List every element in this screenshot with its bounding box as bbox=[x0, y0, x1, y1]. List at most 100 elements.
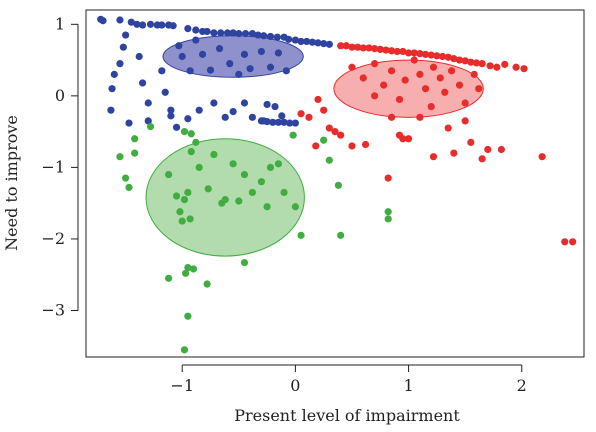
y-tick-label: −3 bbox=[41, 300, 65, 319]
data-point-series-1 bbox=[240, 99, 249, 107]
data-point-series-1 bbox=[186, 67, 194, 75]
data-point-series-2 bbox=[416, 113, 424, 121]
data-point-series-1 bbox=[273, 33, 281, 41]
data-point-series-2 bbox=[478, 60, 486, 68]
cluster-ellipse-2 bbox=[333, 59, 484, 118]
data-point-series-1 bbox=[240, 50, 249, 58]
data-point-series-1 bbox=[133, 20, 141, 28]
data-point-series-2 bbox=[561, 238, 569, 246]
data-point-series-3 bbox=[334, 181, 342, 189]
y-tick-label: −1 bbox=[41, 157, 65, 176]
data-point-series-1 bbox=[184, 25, 192, 33]
x-axis-label: Present level of impairment bbox=[234, 406, 460, 425]
data-point-series-2 bbox=[436, 74, 444, 82]
data-point-series-2 bbox=[461, 57, 469, 65]
data-point-series-3 bbox=[187, 148, 195, 156]
data-point-series-1 bbox=[229, 107, 237, 116]
data-point-series-1 bbox=[263, 118, 271, 126]
data-point-series-1 bbox=[241, 30, 250, 38]
data-point-series-1 bbox=[110, 70, 118, 78]
data-point-series-3 bbox=[122, 174, 130, 182]
data-point-series-1 bbox=[144, 99, 152, 107]
data-point-series-1 bbox=[184, 115, 192, 123]
data-point-series-1 bbox=[278, 112, 286, 120]
data-point-series-2 bbox=[421, 85, 430, 93]
y-axis-label: Need to improve bbox=[2, 115, 21, 251]
data-point-series-3 bbox=[248, 188, 256, 197]
data-point-series-3 bbox=[229, 160, 237, 168]
data-point-series-2 bbox=[444, 124, 452, 132]
data-point-series-2 bbox=[404, 135, 413, 143]
data-point-series-2 bbox=[387, 47, 396, 55]
data-point-series-2 bbox=[501, 60, 509, 68]
data-point-series-3 bbox=[125, 183, 133, 192]
data-point-series-1 bbox=[257, 117, 266, 125]
data-point-series-2 bbox=[314, 95, 322, 104]
data-point-series-2 bbox=[320, 106, 328, 114]
data-point-series-1 bbox=[325, 40, 333, 48]
data-point-series-2 bbox=[359, 44, 367, 52]
data-point-series-2 bbox=[393, 47, 401, 56]
data-point-series-3 bbox=[146, 123, 155, 131]
data-point-series-1 bbox=[127, 18, 135, 26]
data-point-series-2 bbox=[359, 74, 367, 82]
data-point-series-3 bbox=[192, 138, 200, 146]
data-point-series-2 bbox=[376, 45, 384, 53]
data-point-series-3 bbox=[257, 178, 266, 186]
data-point-series-3 bbox=[210, 150, 218, 159]
data-point-series-3 bbox=[240, 258, 249, 267]
data-point-series-2 bbox=[429, 153, 438, 161]
data-point-series-1 bbox=[125, 119, 133, 127]
data-point-series-1 bbox=[297, 37, 305, 46]
data-point-series-1 bbox=[178, 52, 186, 61]
data-point-series-3 bbox=[235, 197, 243, 205]
data-point-series-1 bbox=[206, 66, 215, 74]
data-point-series-3 bbox=[176, 208, 184, 216]
data-point-series-3 bbox=[131, 135, 139, 143]
data-point-series-1 bbox=[119, 43, 127, 51]
data-point-series-1 bbox=[192, 36, 200, 44]
data-point-series-2 bbox=[371, 92, 379, 100]
data-point-series-2 bbox=[484, 145, 492, 154]
data-point-series-3 bbox=[178, 217, 186, 225]
data-point-series-1 bbox=[235, 30, 243, 38]
data-point-series-3 bbox=[289, 131, 297, 139]
data-point-series-1 bbox=[284, 35, 293, 43]
data-point-series-1 bbox=[271, 102, 279, 111]
data-point-series-3 bbox=[325, 156, 333, 164]
data-point-series-3 bbox=[384, 208, 392, 216]
data-point-series-1 bbox=[210, 99, 218, 107]
data-point-series-2 bbox=[478, 155, 486, 163]
data-point-series-1 bbox=[116, 60, 124, 68]
data-point-series-2 bbox=[361, 140, 370, 149]
data-point-series-1 bbox=[260, 32, 268, 40]
data-point-series-2 bbox=[348, 142, 356, 150]
data-point-series-2 bbox=[354, 43, 362, 51]
data-point-series-2 bbox=[450, 149, 458, 157]
data-point-series-2 bbox=[404, 49, 413, 57]
data-point-series-3 bbox=[180, 195, 189, 204]
data-point-series-2 bbox=[297, 110, 305, 118]
data-point-series-2 bbox=[569, 238, 577, 246]
data-point-series-1 bbox=[122, 31, 130, 39]
data-point-series-1 bbox=[192, 26, 200, 34]
data-point-series-1 bbox=[257, 47, 266, 56]
data-point-series-1 bbox=[314, 39, 322, 47]
data-point-series-1 bbox=[308, 38, 316, 46]
data-point-series-3 bbox=[180, 346, 189, 354]
data-point-series-1 bbox=[303, 37, 311, 46]
data-point-series-2 bbox=[429, 63, 438, 71]
data-point-series-2 bbox=[427, 102, 435, 111]
data-points bbox=[97, 15, 577, 354]
data-point-series-2 bbox=[455, 56, 464, 64]
data-point-series-1 bbox=[107, 106, 115, 114]
data-point-series-1 bbox=[235, 70, 243, 78]
data-point-series-3 bbox=[131, 149, 139, 157]
data-point-series-2 bbox=[470, 70, 478, 78]
data-point-series-1 bbox=[203, 27, 211, 36]
data-point-series-2 bbox=[538, 153, 546, 161]
x-tick-label: 0 bbox=[290, 376, 300, 395]
data-point-series-2 bbox=[438, 52, 447, 61]
data-point-series-2 bbox=[421, 50, 430, 58]
data-point-series-2 bbox=[467, 138, 475, 146]
